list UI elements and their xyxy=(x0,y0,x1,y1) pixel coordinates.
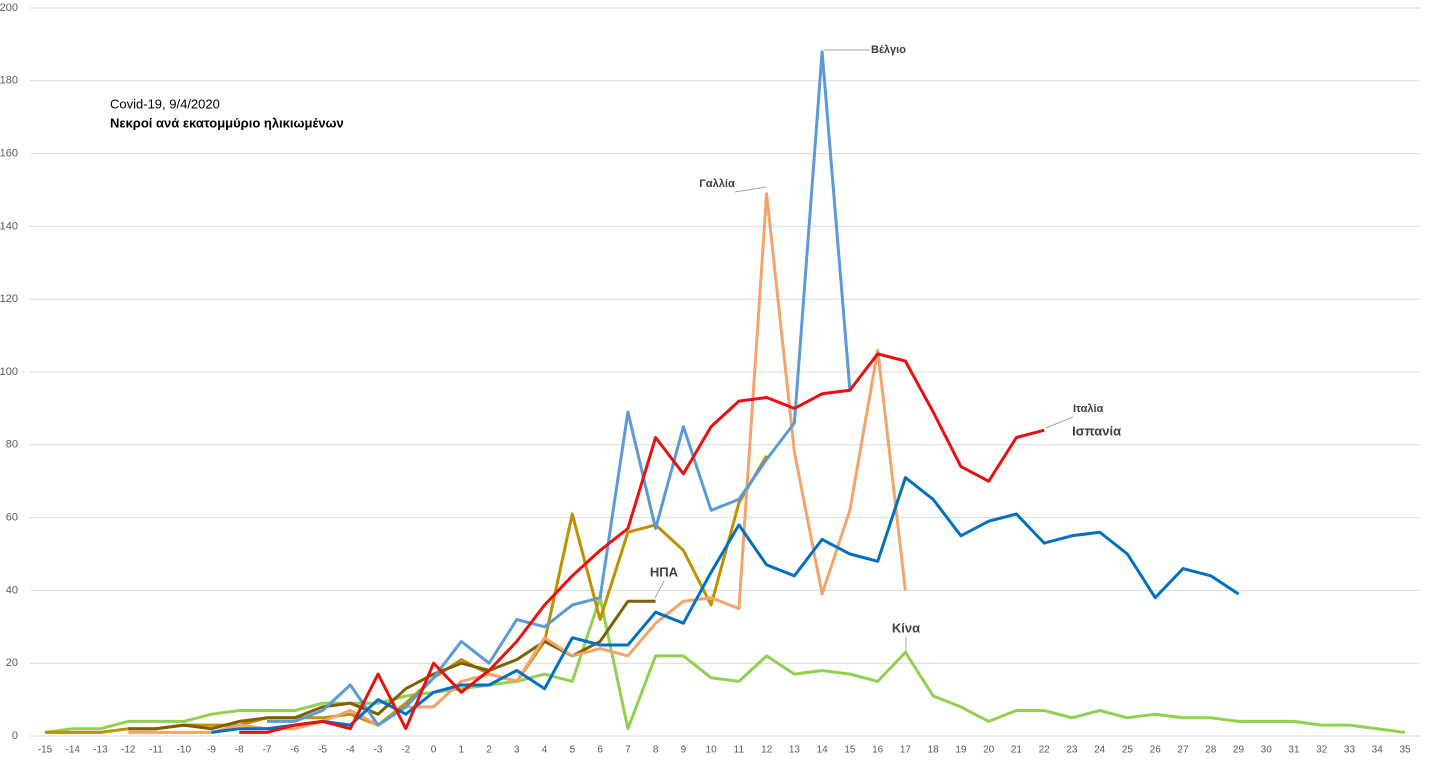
x-tick-label: 13 xyxy=(789,745,801,756)
x-tick-label: -9 xyxy=(207,745,216,756)
x-tick-label: 35 xyxy=(1399,745,1411,756)
x-tick-label: 29 xyxy=(1233,745,1245,756)
x-tick-label: 19 xyxy=(955,745,967,756)
leader-line xyxy=(654,580,665,599)
series-label: ΗΠΑ xyxy=(650,564,679,579)
series-line xyxy=(239,352,1045,734)
x-tick-label: 24 xyxy=(1094,745,1106,756)
x-tick-label: 14 xyxy=(817,745,829,756)
y-tick-label: 140 xyxy=(0,220,18,232)
x-tick-label: -11 xyxy=(149,745,163,756)
x-tick-label: -7 xyxy=(263,745,272,756)
x-tick-label: 3 xyxy=(514,745,520,756)
y-tick-label: 0 xyxy=(12,730,18,742)
x-tick-label: 31 xyxy=(1288,745,1300,756)
y-tick-label: 180 xyxy=(0,75,18,87)
x-tick-label: -15 xyxy=(38,745,53,756)
y-tick-label: 100 xyxy=(0,366,18,378)
y-tick-label: 20 xyxy=(6,657,18,669)
x-tick-label: 4 xyxy=(542,745,548,756)
x-tick-label: 23 xyxy=(1066,745,1078,756)
series-label: Ιταλία xyxy=(1073,403,1104,415)
x-tick-label: 8 xyxy=(653,745,659,756)
series-line xyxy=(267,50,852,727)
x-tick-label: 9 xyxy=(681,745,687,756)
y-tick-label: 80 xyxy=(6,439,18,451)
x-tick-label: 22 xyxy=(1039,745,1051,756)
series-line xyxy=(128,192,907,734)
x-tick-label: 28 xyxy=(1205,745,1217,756)
x-tick-label: 17 xyxy=(900,745,912,756)
x-tick-label: -8 xyxy=(235,745,244,756)
series-line xyxy=(211,476,1240,734)
x-tick-label: 5 xyxy=(570,745,576,756)
leader-line xyxy=(1045,416,1074,429)
x-tick-label: 21 xyxy=(1011,745,1023,756)
x-tick-label: 32 xyxy=(1316,745,1328,756)
chart-subtitle: Νεκροί ανά εκατομμύριο ηλικιωμένων xyxy=(110,115,344,130)
x-tick-label: -4 xyxy=(346,745,355,756)
x-tick-label: -6 xyxy=(290,745,299,756)
x-tick-label: -12 xyxy=(121,745,136,756)
leader-line xyxy=(734,186,767,193)
x-tick-label: 33 xyxy=(1344,745,1356,756)
x-tick-label: 16 xyxy=(872,745,884,756)
x-tick-label: 1 xyxy=(459,745,465,756)
x-tick-label: 6 xyxy=(597,745,603,756)
x-tick-label: -10 xyxy=(177,745,192,756)
x-tick-label: -2 xyxy=(401,745,410,756)
x-tick-label: 12 xyxy=(761,745,773,756)
x-tick-label: 27 xyxy=(1177,745,1189,756)
series-line xyxy=(45,454,768,734)
y-tick-label: 160 xyxy=(0,148,18,160)
chart-title: Covid-19, 9/4/2020 xyxy=(110,96,220,111)
x-tick-label: -14 xyxy=(66,745,81,756)
x-tick-label: 7 xyxy=(625,745,631,756)
y-tick-label: 200 xyxy=(0,2,18,14)
x-tick-label: -5 xyxy=(318,745,327,756)
series-label: Γαλλία xyxy=(699,178,735,190)
series-label: Κίνα xyxy=(892,620,920,635)
series-label: Βέλγιο xyxy=(871,44,906,56)
x-tick-label: 18 xyxy=(928,745,940,756)
x-tick-label: 15 xyxy=(844,745,856,756)
x-tick-label: -3 xyxy=(374,745,383,756)
x-tick-label: 2 xyxy=(486,745,492,756)
y-tick-label: 120 xyxy=(0,293,18,305)
x-tick-label: 25 xyxy=(1122,745,1134,756)
series-line xyxy=(44,596,1406,734)
x-tick-label: 10 xyxy=(706,745,718,756)
y-tick-label: 40 xyxy=(6,584,18,596)
x-tick-label: 30 xyxy=(1261,745,1273,756)
x-tick-label: 34 xyxy=(1372,745,1384,756)
x-tick-label: 20 xyxy=(983,745,995,756)
x-tick-label: -13 xyxy=(93,745,108,756)
y-tick-label: 60 xyxy=(6,512,18,524)
x-tick-label: 0 xyxy=(431,745,437,756)
series-label: Ισπανία xyxy=(1072,424,1121,439)
x-tick-label: 11 xyxy=(734,745,745,756)
x-tick-label: 26 xyxy=(1150,745,1162,756)
